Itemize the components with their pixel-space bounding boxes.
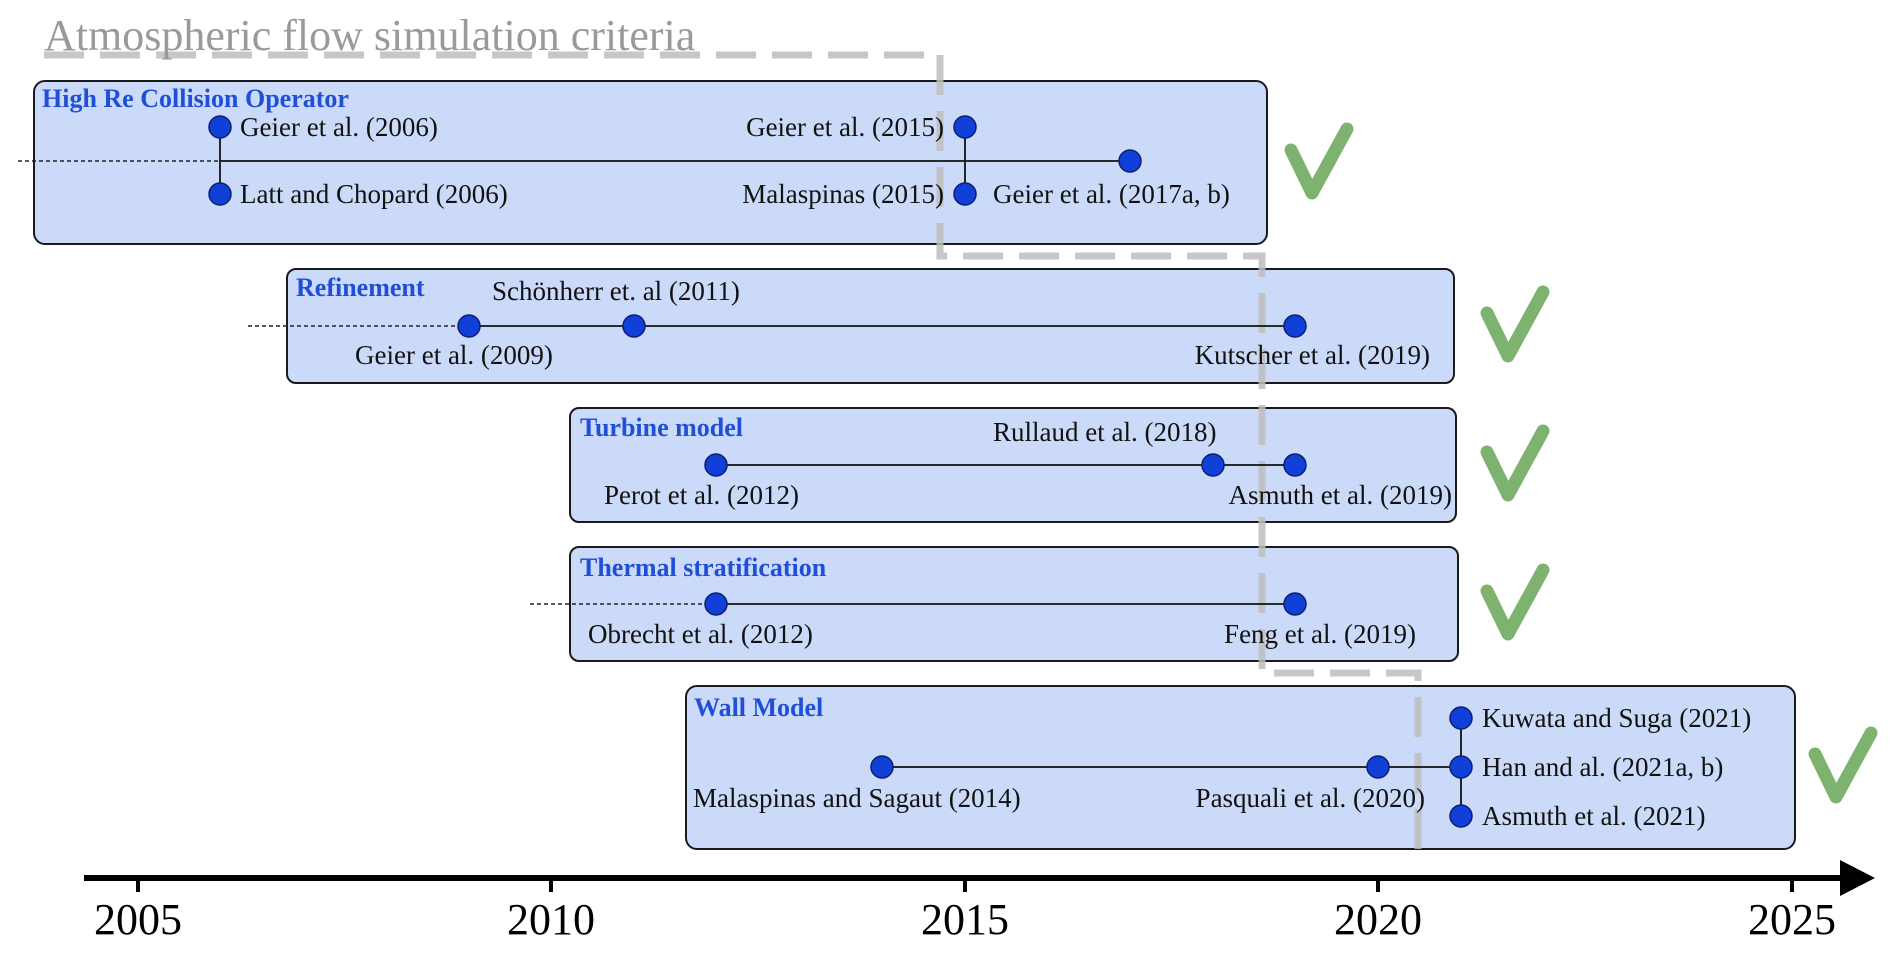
checkmark-icon [1808,726,1878,804]
milestone-dot [208,182,232,206]
milestone-dot [870,755,894,779]
milestone-dot [1366,755,1390,779]
milestone-dot [704,453,728,477]
milestone-dot [1283,314,1307,338]
criteria-title: Atmospheric flow simulation criteria [44,11,695,60]
criteria-dashed-outline [44,51,1422,862]
reference-label: Geier et al. (2006) [240,112,438,142]
milestone-dot [1449,706,1473,730]
reference-label: Perot et al. (2012) [604,480,799,510]
group-title-thermal: Thermal stratification [580,553,827,582]
milestone-dot [457,314,481,338]
milestone-dot [1283,453,1307,477]
group-title-collision: High Re Collision Operator [42,84,349,113]
reference-label: Asmuth et al. (2019) [1229,480,1452,510]
group-title-refinement: Refinement [296,273,425,302]
reference-label: Han and al. (2021a, b) [1482,752,1723,782]
reference-label: Kutscher et al. (2019) [1195,340,1430,370]
axis-tick-label: 2025 [1748,895,1836,944]
milestone-dot [1201,453,1225,477]
checkmark-icon [1480,285,1550,363]
reference-label: Rullaud et al. (2018) [993,417,1216,447]
milestone-dot [1449,755,1473,779]
milestone-dot [1118,149,1142,173]
checkmark-icon [1480,424,1550,502]
milestone-dot [704,592,728,616]
group-title-turbine: Turbine model [580,413,743,442]
reference-label: Malaspinas (2015) [742,179,944,209]
reference-label: Geier et al. (2009) [355,340,553,370]
reference-label: Geier et al. (2015) [746,112,944,142]
axis-tick-label: 2015 [921,895,1009,944]
reference-label: Geier et al. (2017a, b) [993,179,1230,209]
axis-tick-label: 2010 [507,895,595,944]
milestone-dot [1283,592,1307,616]
checkmark-icon [1480,563,1550,641]
milestone-dot [953,182,977,206]
group-title-wall: Wall Model [694,693,823,722]
axis-tick-label: 2005 [94,895,182,944]
reference-label: Malaspinas and Sagaut (2014) [693,783,1021,813]
reference-label: Schönherr et. al (2011) [492,276,740,306]
checkmark-icon [1284,122,1354,200]
time-axis-arrow [1840,860,1875,896]
axis-tick-label: 2020 [1334,895,1422,944]
milestone-dot [208,115,232,139]
reference-label: Kuwata and Suga (2021) [1482,703,1751,733]
reference-label: Obrecht et al. (2012) [588,619,813,649]
reference-label: Latt and Chopard (2006) [240,179,508,209]
reference-label: Pasquali et al. (2020) [1196,783,1425,813]
reference-label: Asmuth et al. (2021) [1482,801,1705,831]
reference-label: Feng et al. (2019) [1224,619,1416,649]
milestone-dot [1449,804,1473,828]
milestone-dot [622,314,646,338]
milestone-dot [953,115,977,139]
